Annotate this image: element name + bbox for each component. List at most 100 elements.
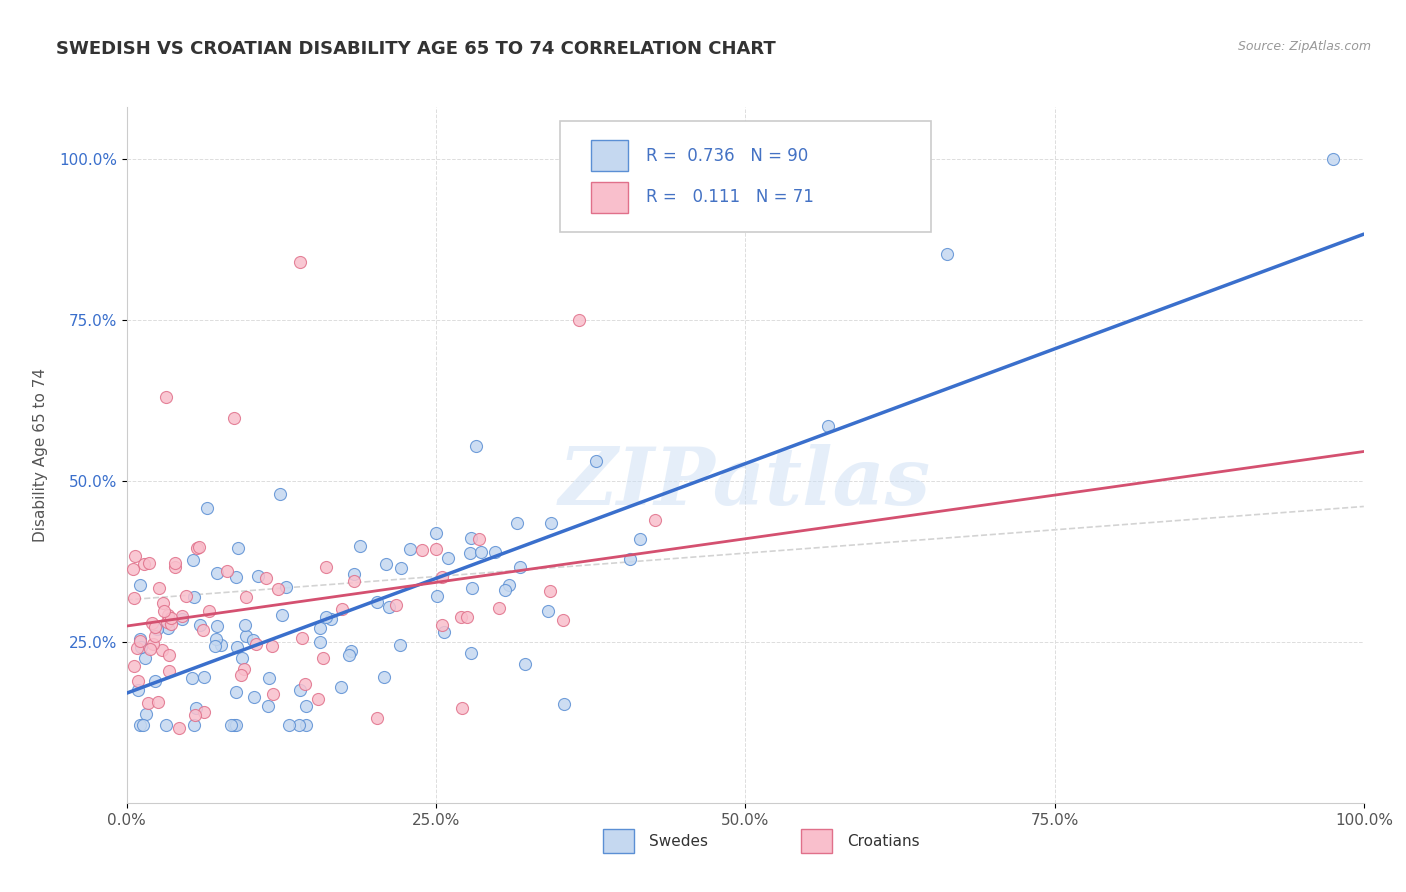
Point: [374, 557, 396, 571]
Point: [266, 582, 288, 596]
Point: [274, 580, 297, 594]
Point: [385, 598, 408, 612]
Point: [425, 542, 447, 557]
Point: [242, 633, 264, 648]
Point: [460, 647, 482, 661]
Point: [628, 532, 651, 546]
Text: Swedes: Swedes: [648, 833, 707, 848]
Point: [817, 418, 839, 433]
Point: [186, 541, 208, 555]
Point: [215, 564, 238, 578]
Point: [349, 539, 371, 553]
Point: [257, 671, 280, 685]
Point: [456, 610, 478, 624]
Point: [291, 631, 314, 645]
Point: [233, 662, 256, 676]
Text: R =  0.736   N = 90: R = 0.736 N = 90: [647, 147, 808, 165]
Point: [309, 634, 332, 648]
Point: [156, 607, 179, 622]
Bar: [801, 829, 832, 854]
Point: [307, 692, 329, 706]
Point: [184, 701, 207, 715]
Point: [181, 553, 204, 567]
Point: [366, 595, 388, 609]
Point: [498, 578, 520, 592]
Point: [433, 625, 456, 640]
Point: [146, 622, 169, 636]
Point: [190, 617, 212, 632]
Point: [204, 639, 226, 653]
Point: [136, 696, 159, 710]
Point: [319, 612, 342, 626]
Point: [153, 604, 176, 618]
Point: [464, 439, 486, 453]
Point: [124, 549, 146, 563]
Point: [373, 670, 395, 684]
Bar: [591, 140, 627, 171]
Point: [1322, 152, 1344, 166]
Point: [193, 670, 215, 684]
Point: [129, 633, 152, 648]
Point: [205, 566, 228, 580]
Point: [225, 718, 247, 732]
Point: [411, 543, 433, 558]
Point: [245, 637, 267, 651]
Point: [553, 698, 575, 712]
Point: [121, 562, 143, 576]
Point: [337, 648, 360, 662]
Point: [193, 705, 215, 719]
Point: [170, 612, 193, 626]
Point: [152, 596, 174, 610]
Point: [138, 556, 160, 570]
Point: [129, 718, 152, 732]
Point: [294, 677, 316, 691]
Point: [150, 642, 173, 657]
Point: [225, 685, 247, 699]
Point: [172, 608, 194, 623]
Point: [127, 673, 149, 688]
Point: [343, 574, 366, 588]
Point: [553, 614, 575, 628]
Point: [470, 545, 492, 559]
FancyBboxPatch shape: [560, 121, 931, 232]
Point: [197, 604, 219, 618]
Point: [288, 718, 311, 732]
Point: [143, 620, 166, 634]
Point: [226, 640, 249, 654]
Point: [269, 486, 291, 500]
Point: [540, 516, 562, 530]
Point: [343, 567, 366, 582]
Point: [157, 648, 180, 663]
Text: Croatians: Croatians: [846, 833, 920, 848]
Point: [155, 390, 177, 404]
Point: [187, 540, 209, 554]
Point: [619, 552, 641, 566]
Point: [141, 616, 163, 631]
Point: [494, 583, 516, 598]
Point: [222, 411, 245, 425]
Point: [540, 584, 562, 599]
Point: [398, 542, 420, 557]
Point: [254, 571, 277, 585]
Point: [288, 683, 311, 698]
Point: [181, 671, 204, 685]
Point: [156, 615, 179, 629]
Point: [204, 632, 226, 647]
Text: ZIPatlas: ZIPatlas: [560, 444, 931, 522]
Point: [231, 651, 253, 665]
Point: [129, 640, 152, 655]
Point: [134, 651, 156, 665]
Point: [312, 651, 335, 665]
Point: [163, 560, 186, 574]
Bar: [603, 829, 634, 854]
Text: R =   0.111   N = 71: R = 0.111 N = 71: [647, 188, 814, 206]
Point: [143, 629, 166, 643]
Point: [270, 607, 292, 622]
Point: [426, 589, 449, 603]
Point: [644, 513, 666, 527]
Point: [262, 639, 284, 653]
Point: [450, 701, 472, 715]
Point: [330, 680, 353, 694]
Point: [513, 657, 536, 671]
Point: [388, 638, 411, 652]
